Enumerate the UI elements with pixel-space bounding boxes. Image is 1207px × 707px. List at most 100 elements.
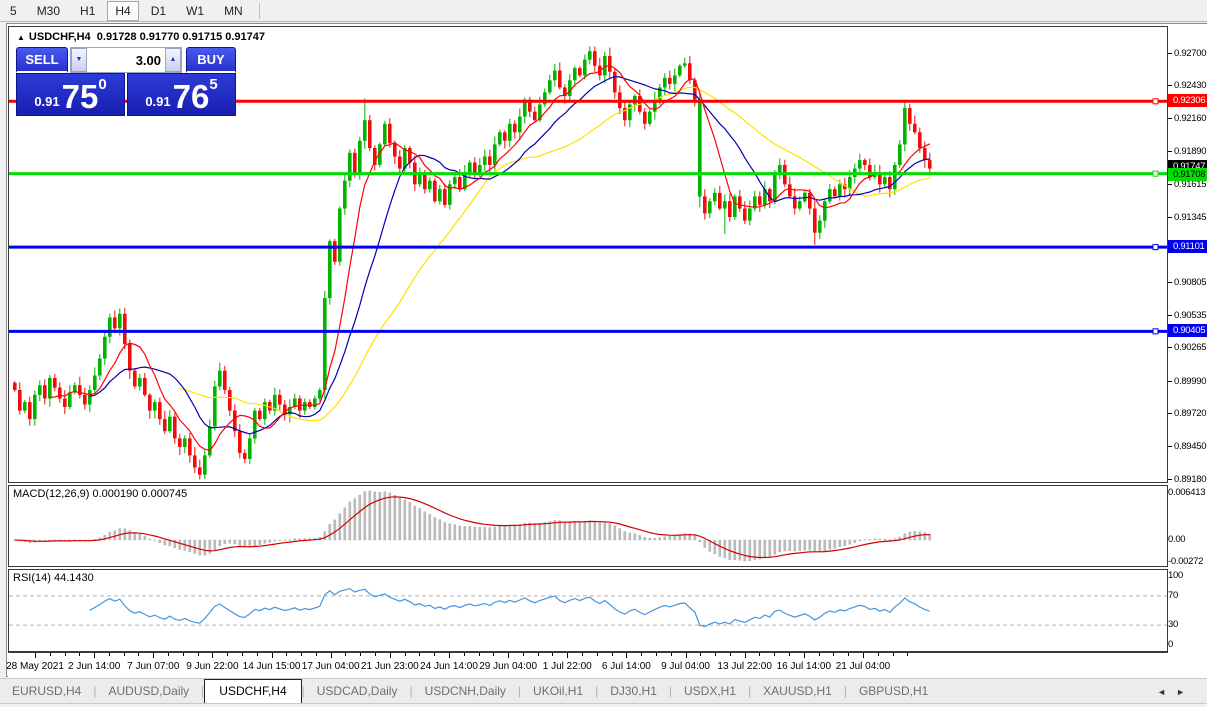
volume-decrease-button[interactable]: ▼: [71, 48, 87, 72]
one-click-trade-panel: SELL ▼ ▲ BUY 0.91 75 0 0.91 76 5: [16, 47, 236, 116]
price-tick-label: 0.91890: [1168, 146, 1207, 158]
timeframe-button-m30[interactable]: M30: [36, 3, 61, 18]
status-strip: [0, 703, 1207, 707]
symbol-tab-xauusd[interactable]: XAUUSD,H1: [763, 684, 832, 698]
time-tick-mark: [537, 653, 539, 656]
time-tick-label: 2 Jun 14:00: [67, 661, 121, 672]
price-tick-label: 0.89180: [1168, 474, 1207, 486]
toolbar-separator: [258, 2, 260, 19]
time-tick-mark: [892, 653, 894, 656]
time-tick-mark: [463, 653, 465, 656]
sell-button[interactable]: SELL: [16, 47, 68, 73]
time-tick-label: 1 Jul 22:00: [542, 661, 592, 672]
symbol-tab-eurusd[interactable]: EURUSD,H4: [12, 684, 82, 698]
symbol-tab-audusd[interactable]: AUDUSD,Daily: [108, 684, 190, 698]
sell-price-point: 0: [98, 76, 107, 93]
price-axis: 0.92700 0.92430 0.92160 0.91890 0.91615 0.913…: [1168, 26, 1207, 486]
time-tick-mark: [552, 653, 554, 656]
sell-price-prefix: 0.91: [34, 94, 60, 109]
symbol-tab-usdchf[interactable]: USDCHF,H4: [204, 679, 302, 704]
macd-axis: 0.006413 0.00 -0.00272: [1168, 485, 1207, 567]
price-tick-label: 0.92700: [1168, 48, 1207, 60]
time-tick-mark: [729, 653, 731, 656]
macd-indicator-label: MACD(12,26,9) 0.000190 0.000745: [13, 488, 188, 500]
time-tick-mark: [493, 653, 495, 656]
volume-control: ▼ ▲: [70, 47, 182, 73]
time-tick-mark: [345, 653, 347, 656]
time-tick-label: 9 Jul 04:00: [661, 661, 710, 672]
price-level-badge: 0.91101: [1168, 239, 1207, 253]
timeframe-button-w1[interactable]: W1: [186, 3, 205, 18]
chart-window: ▲ USDCHF,H4 0.91728 0.91770 0.91715 0.917…: [6, 23, 1207, 678]
time-tick-label: 24 Jun 14:00: [420, 661, 478, 672]
timeframe-button-h1[interactable]: H1: [80, 3, 96, 18]
buy-button[interactable]: BUY: [186, 47, 236, 73]
time-tick-mark: [79, 653, 81, 656]
time-axis[interactable]: 28 May 2021 2 Jun 14:00 7 Jun 07:00 9 Jun 2…: [6, 652, 1168, 678]
chart-ohlc-values: 0.91728 0.91770 0.91715 0.91747: [96, 31, 265, 43]
timeframe-button-h4[interactable]: H4: [107, 0, 139, 21]
timeframe-toolbar: 5 M30 H1 H4 D1 W1 MN: [0, 0, 1207, 22]
chart-symbol-timeframe: USDCHF,H4: [28, 31, 91, 43]
collapse-chart-icon[interactable]: ▲: [17, 33, 25, 42]
tab-separator: |: [201, 684, 205, 698]
time-tick-mark: [670, 653, 672, 656]
macd-tick-label: 0.006413: [1168, 487, 1206, 498]
time-tick-mark: [241, 653, 243, 656]
time-tick-mark: [64, 653, 66, 656]
time-tick-label: 16 Jul 14:00: [776, 661, 832, 672]
buy-price-prefix: 0.91: [145, 94, 171, 109]
symbol-tab-dj30[interactable]: DJ30,H1: [610, 684, 657, 698]
symbol-tab-usdcad[interactable]: USDCAD,Daily: [316, 684, 398, 698]
time-tick-mark: [818, 653, 820, 656]
symbol-tab-ukoil[interactable]: UKOil,H1: [533, 684, 584, 698]
time-tick-mark: [389, 653, 391, 658]
time-tick-mark: [508, 653, 510, 658]
time-tick-label: 6 Jul 14:00: [601, 661, 651, 672]
price-axis-column[interactable]: 0.92700 0.92430 0.92160 0.91890 0.91615 0.913…: [1168, 24, 1207, 678]
symbol-tab-usdcnh[interactable]: USDCNH,Daily: [424, 684, 506, 698]
rsi-tick-label: 0: [1168, 639, 1173, 650]
volume-increase-button[interactable]: ▲: [165, 48, 181, 72]
timeframe-button-d1[interactable]: D1: [150, 3, 167, 18]
price-tick-label: 0.92160: [1168, 113, 1207, 125]
time-tick-mark: [138, 653, 140, 656]
macd-chart: [13, 490, 932, 562]
tab-separator: |: [843, 684, 847, 698]
symbol-tab-usdx[interactable]: USDX,H1: [684, 684, 737, 698]
symbol-tab-gbpusd[interactable]: GBPUSD,H1: [858, 684, 929, 698]
price-level-badge: 0.90405: [1168, 323, 1207, 337]
buy-price-display[interactable]: 0.91 76 5: [127, 73, 236, 116]
price-level-badge: 0.91708: [1168, 167, 1207, 181]
price-tick-label: 0.89450: [1168, 441, 1207, 453]
time-tick-mark: [611, 653, 613, 656]
volume-input[interactable]: [87, 48, 165, 72]
time-tick-mark: [286, 653, 288, 656]
price-tick-label: 0.91615: [1168, 179, 1207, 191]
sell-price-display[interactable]: 0.91 75 0: [16, 73, 125, 116]
sell-price-pips: 75: [61, 78, 99, 115]
buy-price-pips: 76: [172, 78, 210, 115]
time-tick-mark: [182, 653, 184, 656]
tab-separator: |: [595, 684, 599, 698]
macd-tick-label: 0.00: [1168, 534, 1186, 545]
price-tick-label: 0.92430: [1168, 80, 1207, 92]
time-tick-mark: [596, 653, 598, 656]
time-tick-mark: [848, 653, 850, 656]
chart-title: ▲ USDCHF,H4 0.91728 0.91770 0.91715 0.917…: [17, 31, 265, 43]
time-tick-mark: [434, 653, 436, 656]
time-tick-label: 17 Jun 04:00: [301, 661, 360, 672]
time-tick-mark: [212, 653, 214, 658]
price-tick-label: 0.91345: [1168, 212, 1207, 224]
price-tick-label: 0.89990: [1168, 376, 1207, 388]
time-tick-mark: [49, 653, 51, 656]
time-tick-mark: [227, 653, 229, 656]
tab-separator: |: [517, 684, 522, 698]
time-tick-mark: [715, 653, 717, 656]
timeframe-button-5[interactable]: 5: [10, 3, 17, 18]
time-tick-mark: [94, 653, 96, 658]
timeframe-button-mn[interactable]: MN: [224, 3, 243, 18]
tab-scroll-arrows[interactable]: ◄►: [1157, 687, 1195, 697]
rsi-axis: 100 70 30 0: [1168, 569, 1207, 652]
tab-separator: |: [301, 684, 305, 698]
